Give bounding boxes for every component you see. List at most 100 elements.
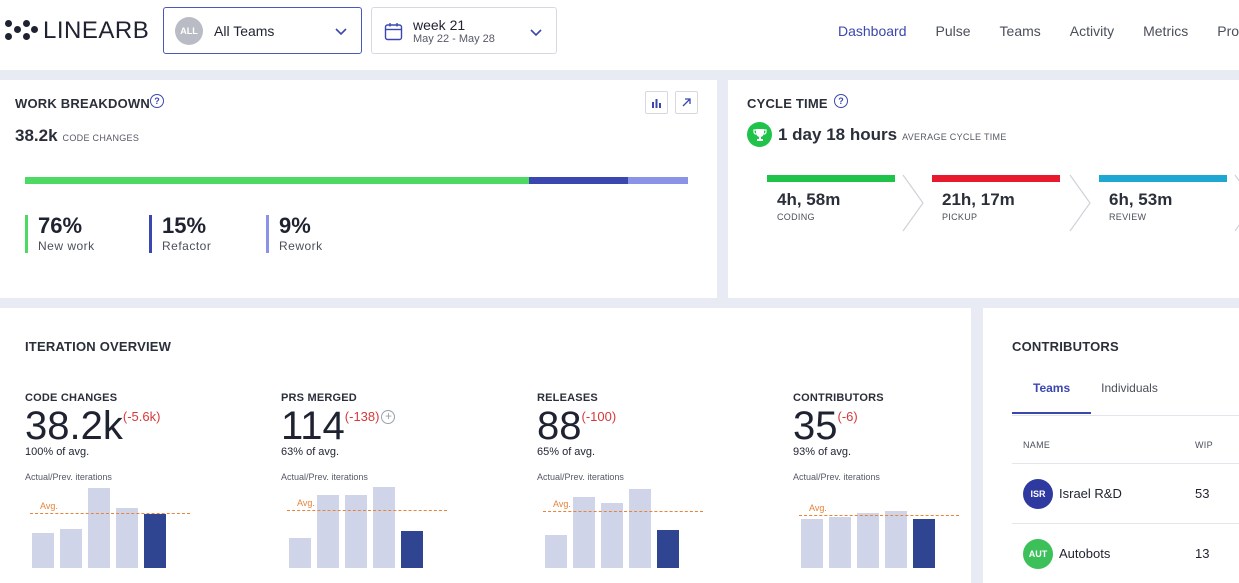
- average-line: [30, 512, 190, 514]
- tab-individuals[interactable]: Individuals: [1101, 381, 1158, 395]
- chevron-down-icon: [530, 29, 542, 37]
- avatar: ISR: [1023, 479, 1053, 509]
- help-icon[interactable]: ?: [834, 94, 848, 108]
- work-total: 38.2k CODE CHANGES: [15, 126, 139, 146]
- iteration-mini-chart[interactable]: Avg.: [287, 484, 447, 568]
- current-iteration-bar[interactable]: [144, 513, 166, 568]
- current-iteration-bar[interactable]: [913, 518, 935, 568]
- previous-iteration-bar[interactable]: [857, 512, 879, 568]
- iteration-metric: RELEASES 88 (-100) 65% of avg. Actual/Prev. …: [537, 392, 707, 482]
- metric-value-row: 38.2k (-5.6k): [25, 406, 195, 446]
- previous-iteration-bar[interactable]: [32, 533, 54, 568]
- main-nav: Dashboard Pulse Teams Activity Metrics P…: [838, 23, 1239, 39]
- current-iteration-bar[interactable]: [657, 530, 679, 568]
- contributors-tabs: Teams Individuals: [1012, 376, 1169, 414]
- calendar-icon: [384, 23, 403, 41]
- metric-value: 35: [793, 404, 838, 448]
- review-label: REVIEW: [1109, 212, 1147, 222]
- previous-iteration-bar[interactable]: [573, 497, 595, 568]
- refactor-stat: 15% Refactor: [149, 215, 211, 253]
- previous-iteration-bar[interactable]: [829, 516, 851, 568]
- iteration-overview-title: ITERATION OVERVIEW: [25, 339, 172, 354]
- linearb-logo[interactable]: LINEARB: [5, 16, 149, 46]
- previous-iteration-bar[interactable]: [289, 538, 311, 568]
- tab-teams[interactable]: Teams: [1012, 376, 1092, 414]
- previous-iteration-bar[interactable]: [545, 535, 567, 568]
- average-line: [287, 509, 447, 511]
- previous-iteration-bar[interactable]: [317, 495, 339, 568]
- work-total-caption: CODE CHANGES: [62, 133, 140, 143]
- arrow-up-right-icon: [682, 98, 691, 107]
- metric-value-row: 88 (-100): [537, 406, 707, 446]
- help-icon[interactable]: ?: [150, 94, 164, 108]
- iteration-mini-chart[interactable]: Avg.: [30, 484, 190, 568]
- work-total-value: 38.2k: [15, 126, 58, 145]
- previous-iteration-bar[interactable]: [60, 529, 82, 568]
- work-breakdown-card: WORK BREAKDOWN ? 38.2k CODE CHANGES 76% …: [0, 80, 717, 298]
- new-work-pct: 76%: [38, 213, 83, 238]
- metric-avg: 63% of avg.: [281, 446, 340, 458]
- metric-label: RELEASES: [537, 392, 598, 404]
- all-teams-badge: ALL: [175, 16, 203, 45]
- metric-value: 38.2k: [25, 404, 123, 448]
- table-row[interactable]: AUT Autobots 13: [1012, 523, 1239, 583]
- refactor-segment: [528, 177, 629, 184]
- previous-iteration-bar[interactable]: [601, 503, 623, 568]
- previous-iteration-bar[interactable]: [373, 487, 395, 568]
- team-select-label: All Teams: [214, 22, 275, 39]
- table-row[interactable]: ISR Israel R&D 53: [1012, 463, 1239, 523]
- nav-pulse[interactable]: Pulse: [935, 23, 971, 39]
- column-header-wip: WIP: [1195, 440, 1213, 450]
- stage-review[interactable]: 6h, 53m REVIEW: [1099, 175, 1227, 222]
- iteration-metric: PRS MERGED 114 (-138) +63% of avg. Actual/Pr…: [281, 392, 451, 482]
- iteration-mini-chart[interactable]: Avg.: [799, 484, 959, 568]
- week-select[interactable]: week 21 May 22 - May 28: [371, 7, 557, 54]
- pickup-label: PICKUP: [942, 212, 978, 222]
- iteration-mini-chart[interactable]: Avg.: [543, 484, 703, 568]
- column-header-name: NAME: [1023, 440, 1051, 450]
- average-label: Avg.: [40, 500, 58, 511]
- metric-delta: (-5.6k): [122, 409, 161, 424]
- rework-segment: [628, 177, 688, 184]
- previous-iteration-bar[interactable]: [801, 518, 823, 568]
- coding-label: CODING: [777, 212, 815, 222]
- nav-teams[interactable]: Teams: [999, 23, 1041, 39]
- tabs-divider: [1012, 415, 1239, 416]
- nav-metrics[interactable]: Metrics: [1143, 23, 1189, 39]
- chart-view-button[interactable]: [645, 91, 668, 114]
- review-bar: [1099, 175, 1227, 182]
- rework-label: Rework: [279, 239, 323, 253]
- previous-iteration-bar[interactable]: [345, 495, 367, 568]
- stage-coding[interactable]: 4h, 58m CODING: [767, 175, 895, 222]
- nav-pro[interactable]: Pro: [1217, 23, 1239, 39]
- previous-iteration-bar[interactable]: [88, 488, 110, 568]
- expand-button[interactable]: [675, 91, 698, 114]
- pickup-value: 21h, 17m: [942, 190, 1015, 209]
- metric-delta: (-138): [344, 409, 380, 424]
- previous-iteration-bar[interactable]: [116, 507, 138, 568]
- plus-circle-icon[interactable]: +: [381, 410, 396, 424]
- metric-caption: Actual/Prev. iterations: [25, 472, 112, 482]
- metric-delta: (-100): [581, 409, 617, 424]
- new-work-stat: 76% New work: [25, 215, 95, 253]
- metric-label: CODE CHANGES: [25, 392, 118, 404]
- refactor-pct: 15%: [162, 213, 207, 238]
- chevron-right-icon: [1069, 174, 1091, 232]
- metric-delta: (-6): [837, 409, 858, 424]
- average-label: Avg.: [553, 498, 571, 509]
- stage-pickup[interactable]: 21h, 17m PICKUP: [932, 175, 1060, 222]
- metric-avg: 100% of avg.: [25, 446, 90, 458]
- chevron-down-icon: [335, 28, 347, 36]
- team-wip: 53: [1195, 486, 1210, 501]
- team-name: Israel R&D: [1059, 486, 1122, 501]
- average-line: [799, 514, 959, 516]
- current-iteration-bar[interactable]: [401, 531, 423, 568]
- previous-iteration-bar[interactable]: [885, 510, 907, 568]
- top-header: LINEARB ALL All Teams week 21 May 22 - M…: [0, 0, 1239, 70]
- nav-activity[interactable]: Activity: [1069, 23, 1115, 39]
- nav-dashboard[interactable]: Dashboard: [838, 23, 907, 39]
- previous-iteration-bar[interactable]: [629, 489, 651, 568]
- average-label: Avg.: [809, 502, 827, 513]
- cycle-time-caption: AVERAGE CYCLE TIME: [902, 131, 1007, 142]
- team-select[interactable]: ALL All Teams: [163, 7, 362, 54]
